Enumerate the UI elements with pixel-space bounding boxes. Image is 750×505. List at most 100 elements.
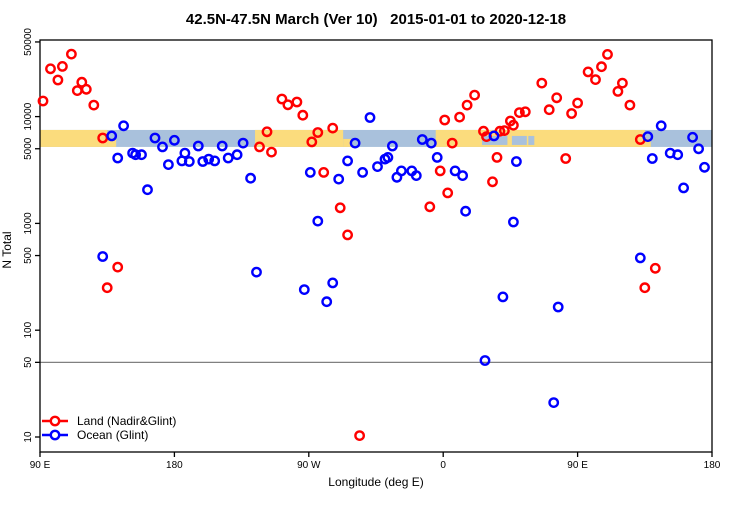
band-inland-water-patch — [511, 135, 527, 145]
land-point — [312, 127, 324, 138]
legend-entry-ocean: Ocean (Glint) — [42, 428, 148, 442]
land-point — [254, 141, 265, 153]
ocean-point — [488, 130, 500, 142]
land-point — [88, 99, 100, 111]
land-point — [57, 61, 68, 72]
land-point — [327, 122, 339, 134]
land-point — [276, 93, 288, 105]
ocean-point — [457, 170, 468, 182]
land-point — [602, 49, 613, 60]
ocean-point — [479, 355, 491, 366]
land-point — [649, 262, 661, 274]
ocean-point — [646, 153, 658, 164]
band-coastal-land-patch — [343, 138, 353, 147]
land-point — [491, 151, 503, 163]
y-tick-label: 50000 — [23, 28, 34, 56]
land-ocean-surface-band — [40, 129, 712, 147]
land-point — [282, 99, 294, 111]
ocean-point — [342, 155, 353, 167]
plot-border — [39, 39, 713, 453]
land-point — [45, 63, 56, 75]
ocean-point — [357, 166, 368, 178]
land-point — [560, 153, 572, 164]
ocean-point — [511, 156, 522, 167]
ocean-point — [192, 140, 204, 152]
land-point — [291, 96, 303, 108]
land-point — [572, 97, 583, 109]
land-point — [80, 83, 92, 95]
ocean-point — [382, 151, 394, 163]
x-tick-label: 90 W — [297, 460, 321, 471]
ocean-point — [162, 159, 174, 171]
land-point — [318, 166, 330, 178]
land-point — [596, 61, 607, 73]
ocean-point — [449, 165, 461, 177]
land-point — [66, 48, 77, 60]
x-tick-label: 0 — [440, 460, 446, 471]
y-tick-label: 1000 — [23, 212, 34, 235]
ocean-point — [245, 172, 257, 184]
x-tick-label: 180 — [166, 460, 183, 471]
land-point — [536, 77, 548, 89]
ocean-point — [327, 277, 339, 289]
land-point — [551, 92, 563, 104]
ocean-point — [693, 143, 704, 155]
y-tick-label: 50 — [23, 356, 34, 368]
band-land-segment — [40, 129, 108, 147]
ocean-point — [149, 132, 161, 144]
land-legend-circle-icon — [49, 415, 61, 427]
ocean-point — [425, 137, 437, 149]
land-point — [261, 126, 273, 138]
ocean-point — [197, 156, 209, 167]
land-point — [424, 201, 436, 213]
ocean-point — [304, 166, 316, 178]
ocean-point — [431, 151, 443, 163]
land-point — [566, 108, 577, 119]
ocean-point — [157, 141, 168, 153]
ocean-point — [678, 182, 689, 194]
y-tick-label: 5000 — [23, 137, 34, 160]
y-axis-title: N Total — [0, 231, 14, 268]
ocean-point — [655, 120, 667, 132]
ocean-point — [548, 397, 560, 408]
land-point — [461, 99, 473, 111]
ocean-point — [410, 170, 422, 182]
ocean-point — [118, 120, 130, 132]
ocean-point — [136, 149, 147, 161]
land-point — [306, 136, 318, 148]
ocean-point — [687, 131, 698, 143]
ocean-point — [216, 140, 228, 152]
ocean-point — [112, 152, 124, 164]
land-point — [112, 261, 124, 273]
land-data-points — [37, 48, 661, 441]
land-point — [354, 430, 365, 441]
land-point — [342, 229, 353, 241]
y-tick-label: 500 — [23, 247, 34, 264]
land-point — [612, 86, 624, 97]
ocean-point — [642, 131, 654, 143]
ocean-point — [372, 161, 383, 173]
x-tick-label: 90 E — [30, 460, 51, 471]
ocean-point — [97, 251, 109, 262]
land-point — [71, 85, 83, 97]
land-point — [624, 99, 636, 111]
band-inland-water-patch — [528, 135, 535, 145]
land-point — [508, 119, 519, 131]
ocean-point — [298, 284, 310, 295]
legend-entry-land: Land (Nadir&Glint) — [42, 414, 176, 428]
chart-title: 42.5N-47.5N March (Ver 10) 2015-01-01 to… — [186, 11, 566, 28]
ocean-point — [364, 112, 376, 123]
band-land-segment — [435, 129, 645, 147]
ocean-point — [349, 137, 361, 149]
ocean-point — [179, 147, 191, 159]
ocean-point — [130, 149, 142, 161]
legend-label-ocean: Ocean (Glint) — [77, 428, 148, 442]
land-point — [334, 202, 346, 214]
y-axis-ticks: 10 50 100 500 1000 5000 10000 50000 — [23, 28, 40, 443]
x-tick-label: 180 — [704, 460, 721, 471]
ocean-point — [237, 137, 249, 149]
land-point — [101, 282, 113, 294]
y-tick-label: 10000 — [23, 102, 34, 130]
ocean-point — [321, 296, 333, 308]
